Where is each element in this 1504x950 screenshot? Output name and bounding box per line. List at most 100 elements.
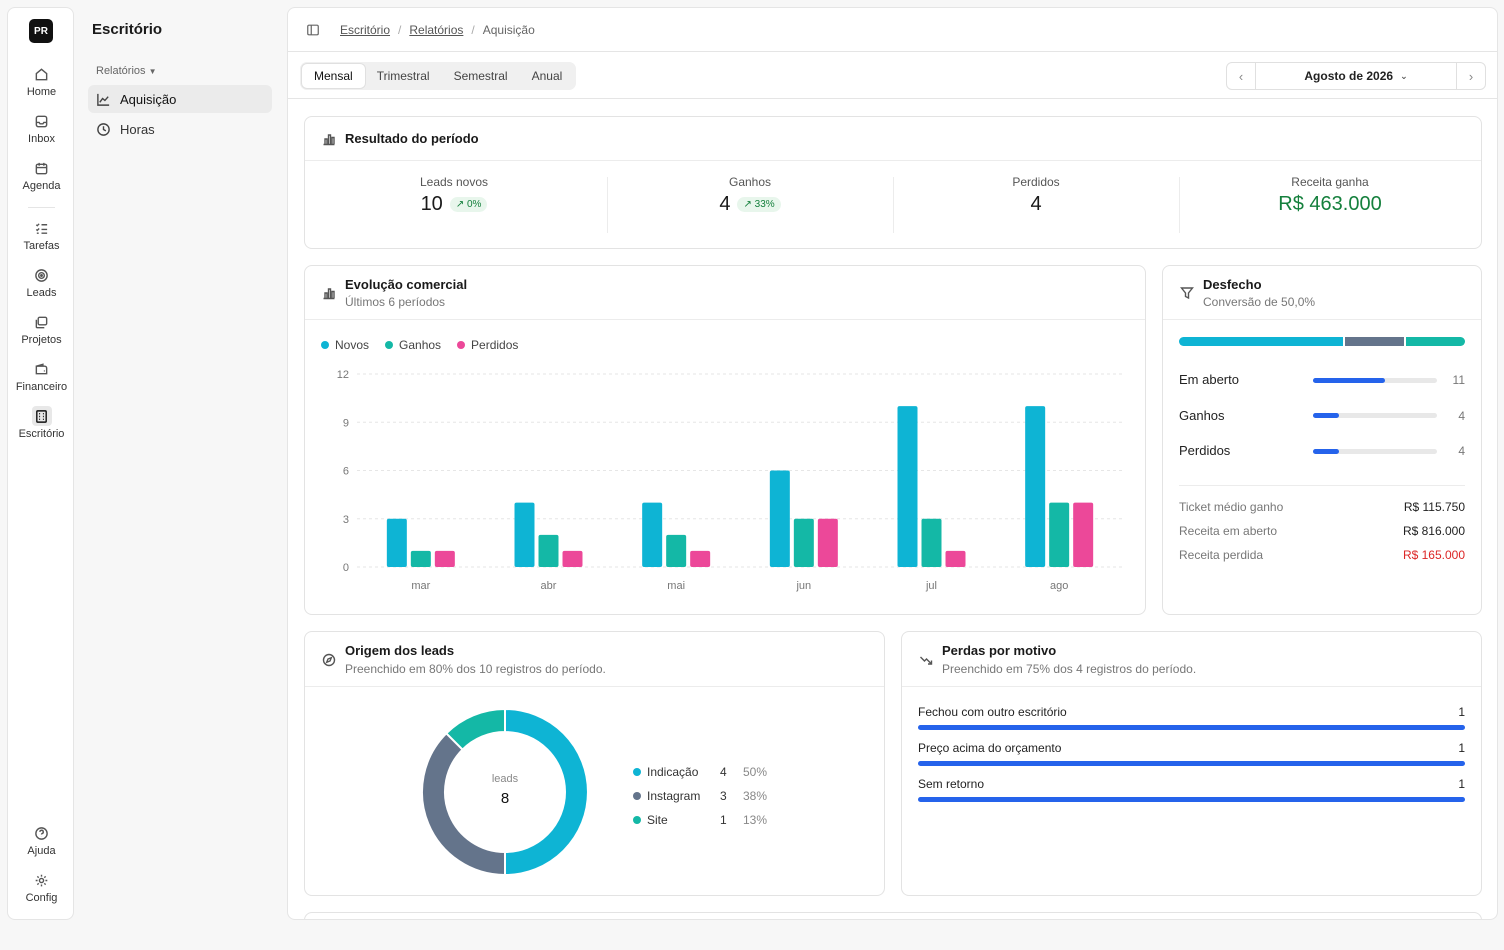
card-title: Resultado do período xyxy=(345,131,479,146)
legend-dot xyxy=(321,341,329,349)
rail-item-home[interactable]: Home xyxy=(8,64,75,98)
stack-segment-0 xyxy=(1179,337,1343,346)
sidebar-toggle-icon[interactable] xyxy=(306,23,320,37)
origin-card-header: Origem dos leads Preenchido em 80% dos 1… xyxy=(305,632,884,687)
bar-perdidos-mar[interactable] xyxy=(434,550,455,567)
rail-item-config[interactable]: Config xyxy=(8,870,75,904)
workspace-logo[interactable]: PR xyxy=(29,19,53,43)
sidebar-item-aquisicao[interactable]: Aquisição xyxy=(88,85,272,113)
bar-perdidos-jul[interactable] xyxy=(945,550,966,567)
trend-badge: ↗ 0% xyxy=(449,197,488,212)
losses-card-header: Perdas por motivo Preenchido em 75% dos … xyxy=(902,632,1481,687)
donut-slice-0[interactable] xyxy=(504,707,589,877)
bar-ganhos-mai[interactable] xyxy=(666,534,687,567)
outcome-row-label: Perdidos xyxy=(1179,443,1231,458)
loss-reason-label: Preço acima do orçamento xyxy=(918,741,1062,755)
kpi-label: Leads novos xyxy=(419,175,489,189)
tab-trimestral[interactable]: Trimestral xyxy=(376,69,430,83)
kpi-label: Ganhos xyxy=(728,175,772,189)
origin-donut-chart xyxy=(421,707,589,877)
legend-item-ganhos[interactable]: Ganhos xyxy=(385,338,441,352)
help-icon xyxy=(32,823,52,843)
inbox-icon xyxy=(32,111,52,131)
bar-novos-mai[interactable] xyxy=(642,502,663,567)
stack-segment-1 xyxy=(1344,337,1404,346)
rail-item-escritorio[interactable]: Escritório xyxy=(8,406,75,440)
legend-item-perdidos[interactable]: Perdidos xyxy=(457,338,518,352)
bar-ganhos-abr[interactable] xyxy=(538,534,559,567)
main-panel: Escritório / Relatórios / Aquisição Mens… xyxy=(287,7,1498,920)
origin-pct: 13% xyxy=(743,813,768,827)
bar-perdidos-jun[interactable] xyxy=(817,518,838,567)
bar-ganhos-jun[interactable] xyxy=(793,518,814,567)
bar-perdidos-abr[interactable] xyxy=(562,550,583,567)
outcome-row-label: Em aberto xyxy=(1179,372,1239,387)
checklist-icon xyxy=(32,218,52,238)
donut-slice-2[interactable] xyxy=(444,707,506,751)
rail-item-projetos[interactable]: Projetos xyxy=(8,312,75,346)
bar-novos-jul[interactable] xyxy=(897,406,918,567)
loss-reason-count: 1 xyxy=(1458,705,1465,719)
tab-semestral[interactable]: Semestral xyxy=(453,69,508,83)
breadcrumb-relatorios[interactable]: Relatórios xyxy=(409,22,464,37)
legend-item-novos[interactable]: Novos xyxy=(321,338,369,352)
sidebar-group-relatorios[interactable]: Relatórios ▼ xyxy=(96,65,157,77)
bar-ganhos-ago[interactable] xyxy=(1049,502,1070,567)
app-rail: PR Home Inbox Agenda Tarefas Leads Proje… xyxy=(7,7,74,920)
kpi-number: 4 xyxy=(1030,193,1042,215)
losses-card: Perdas por motivo Preenchido em 75% dos … xyxy=(901,631,1482,896)
tab-mensal[interactable]: Mensal xyxy=(302,64,365,88)
bar-novos-mar[interactable] xyxy=(386,518,407,567)
tab-anual[interactable]: Anual xyxy=(531,69,563,83)
rail-item-leads[interactable]: Leads xyxy=(8,265,75,299)
rail-item-inbox[interactable]: Inbox xyxy=(8,111,75,145)
loss-reason-label: Fechou com outro escritório xyxy=(918,705,1067,719)
outcome-stacked-bar xyxy=(1179,337,1465,346)
rail-item-ajuda[interactable]: Ajuda xyxy=(8,823,75,857)
bar-perdidos-mai[interactable] xyxy=(690,550,711,567)
origin-pct: 38% xyxy=(743,789,768,803)
date-navigator: ‹ Agosto de 2026 ⌄ › xyxy=(1226,62,1486,90)
prev-period-button[interactable]: ‹ xyxy=(1227,63,1255,89)
kpi-divider xyxy=(607,177,608,233)
rail-label: Agenda xyxy=(22,180,61,192)
kpi-value: 4 ↗ 33% xyxy=(650,193,850,216)
loss-reason-bar xyxy=(918,761,1465,766)
rail-label: Config xyxy=(25,892,58,904)
outcome-track xyxy=(1313,449,1437,454)
card-subtitle: Conversão de 50,0% xyxy=(1203,295,1316,309)
origin-legend: Indicação 4 50% Instagram 3 38% Site 1 13% xyxy=(633,760,767,832)
sidebar-item-horas[interactable]: Horas xyxy=(88,115,272,143)
donut-center-label: leads xyxy=(491,773,519,785)
rail-item-financeiro[interactable]: Financeiro xyxy=(8,359,75,393)
next-period-button[interactable]: › xyxy=(1457,63,1485,89)
loss-reason-count: 1 xyxy=(1458,777,1465,791)
chevron-right-icon: › xyxy=(1468,68,1474,84)
origin-legend-item: Indicação 4 50% xyxy=(633,760,767,784)
origin-legend-item: Instagram 3 38% xyxy=(633,784,767,808)
bar-ganhos-jul[interactable] xyxy=(921,518,942,567)
card-title: Perdas por motivo xyxy=(942,643,1057,658)
rail-item-tarefas[interactable]: Tarefas xyxy=(8,218,75,252)
bar-ganhos-mar[interactable] xyxy=(410,550,431,567)
funnel-icon xyxy=(1180,286,1194,300)
date-label: Agosto de 2026 xyxy=(1304,69,1394,83)
stat-value: R$ 816.000 xyxy=(1402,524,1465,538)
bar-novos-jun[interactable] xyxy=(769,470,790,568)
legend-dot xyxy=(385,341,394,349)
date-picker-button[interactable]: Agosto de 2026 ⌄ xyxy=(1255,63,1457,89)
breadcrumb-escritorio[interactable]: Escritório xyxy=(340,22,391,37)
bar-novos-abr[interactable] xyxy=(514,502,535,567)
legend-dot xyxy=(633,768,641,776)
kpi-divider xyxy=(1179,177,1180,233)
bar-novos-ago[interactable] xyxy=(1025,406,1046,567)
arrow-up-right-icon: ↗ xyxy=(455,199,465,210)
compass-icon xyxy=(322,653,336,667)
kpi-number: R$ 463.000 xyxy=(1278,193,1382,215)
outcome-track xyxy=(1313,378,1437,383)
rail-label: Home xyxy=(26,86,57,98)
bar-perdidos-ago[interactable] xyxy=(1073,502,1094,567)
rail-item-agenda[interactable]: Agenda xyxy=(8,158,75,192)
loss-reason-row: Fechou com outro escritório 1 xyxy=(918,705,1465,730)
donut-center-value: 8 xyxy=(500,790,510,807)
